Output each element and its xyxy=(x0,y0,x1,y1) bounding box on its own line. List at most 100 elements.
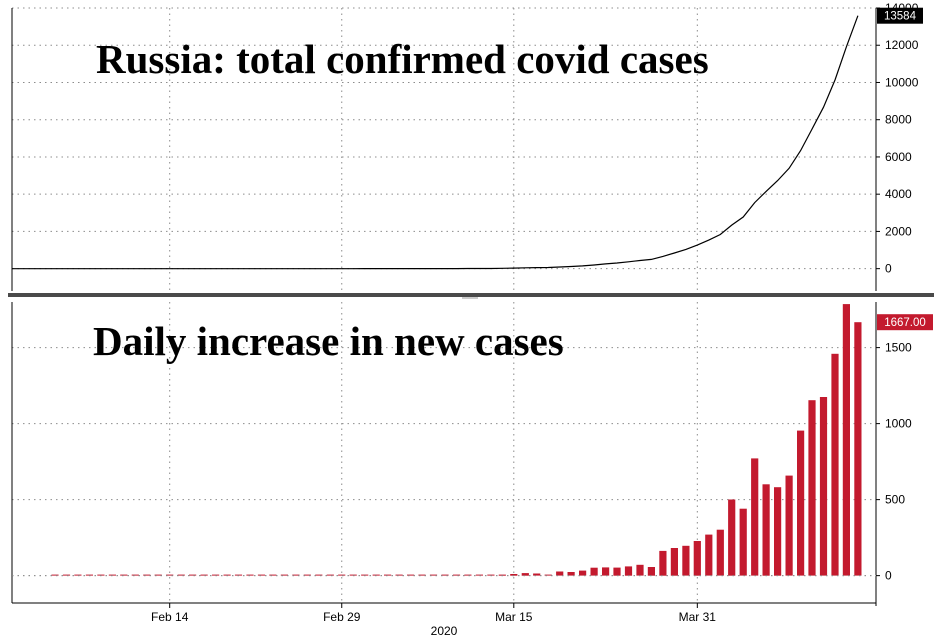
x-tick-label-1: Feb 29 xyxy=(323,610,361,624)
bar-day-4 xyxy=(97,574,105,576)
x-axis-year-label: 2020 xyxy=(431,624,458,638)
top-ytick-label-4: 8000 xyxy=(885,113,912,127)
bar-day-46 xyxy=(579,570,587,576)
bottom-chart-title: Daily increase in new cases xyxy=(93,318,564,364)
bar-day-45 xyxy=(567,572,575,576)
bar-day-53 xyxy=(659,550,667,576)
bar-day-37 xyxy=(475,574,483,576)
top-badge-pointer xyxy=(877,11,881,20)
bar-day-6 xyxy=(120,574,128,576)
bar-day-64 xyxy=(785,475,793,576)
bar-day-65 xyxy=(797,430,805,576)
bar-day-33 xyxy=(429,574,438,576)
top-chart-title: Russia: total confirmed covid cases xyxy=(96,36,709,82)
bar-day-13 xyxy=(200,574,208,576)
daily-bars xyxy=(51,304,862,576)
bar-day-7 xyxy=(131,574,139,576)
bar-day-41 xyxy=(521,573,529,576)
panel-divider-bar[interactable] xyxy=(8,293,934,297)
bar-day-24 xyxy=(326,574,334,576)
bar-day-49 xyxy=(613,567,621,576)
bottom-badge-pointer xyxy=(877,318,881,327)
bar-day-60 xyxy=(739,508,747,576)
bar-day-61 xyxy=(751,458,759,576)
top-ytick-label-2: 4000 xyxy=(885,187,912,201)
bar-day-68 xyxy=(831,353,839,576)
bottom-panel: 0 500 1000 1500 Daily increase in new cases… xyxy=(11,302,933,638)
bar-day-17 xyxy=(246,574,254,576)
bar-day-63 xyxy=(774,487,782,576)
bar-day-14 xyxy=(212,574,220,576)
bar-day-23 xyxy=(315,574,323,576)
top-last-value-label: 13584 xyxy=(884,11,917,23)
x-axis-ticks: Feb 14 Feb 29 Mar 15 Mar 31 xyxy=(151,603,716,624)
bar-day-30 xyxy=(395,574,403,576)
bar-day-54 xyxy=(670,548,678,576)
bottom-ytick-label-0: 0 xyxy=(885,569,892,583)
bottom-ytick-label-1: 500 xyxy=(885,493,905,507)
bar-day-40 xyxy=(510,574,518,576)
bottom-ytick-label-3: 1500 xyxy=(885,341,912,355)
bar-day-66 xyxy=(808,400,816,576)
panel-divider[interactable] xyxy=(8,293,934,299)
bar-day-67 xyxy=(819,397,828,576)
bar-day-44 xyxy=(556,571,564,576)
bar-day-52 xyxy=(647,567,655,576)
bar-day-58 xyxy=(716,529,724,576)
top-ytick-label-6: 12000 xyxy=(885,38,919,52)
bar-day-62 xyxy=(762,484,770,576)
bottom-y-ticks: 0 500 1000 1500 xyxy=(876,341,912,583)
bar-day-15 xyxy=(223,574,231,576)
bar-day-21 xyxy=(292,574,300,576)
bar-day-5 xyxy=(108,574,116,576)
bar-day-48 xyxy=(602,567,610,576)
bar-day-20 xyxy=(280,574,288,576)
bar-day-47 xyxy=(590,567,598,576)
bar-day-18 xyxy=(257,574,266,576)
bar-day-12 xyxy=(189,574,197,576)
bar-day-29 xyxy=(384,574,392,576)
bar-day-31 xyxy=(407,574,415,576)
bar-day-50 xyxy=(624,566,633,576)
bar-day-59 xyxy=(728,499,736,576)
bottom-last-value-badge: 1667.00 xyxy=(877,314,933,331)
bar-day-70 xyxy=(854,322,862,576)
bar-day-16 xyxy=(234,574,243,576)
bar-day-42 xyxy=(533,573,541,576)
bar-day-38 xyxy=(487,574,495,576)
bar-day-3 xyxy=(85,574,93,576)
bar-day-22 xyxy=(303,574,311,576)
bottom-ytick-label-2: 1000 xyxy=(885,417,912,431)
bar-day-11 xyxy=(177,574,185,576)
top-ytick-label-0: 0 xyxy=(885,262,892,276)
bar-day-9 xyxy=(154,574,162,576)
x-tick-label-2: Mar 15 xyxy=(495,610,533,624)
top-last-value-badge-bg xyxy=(877,7,923,24)
bar-day-34 xyxy=(441,574,449,576)
bar-day-56 xyxy=(693,541,701,576)
bar-day-43 xyxy=(544,574,552,576)
bar-day-57 xyxy=(705,534,713,576)
bar-day-25 xyxy=(338,574,346,576)
bar-day-19 xyxy=(269,574,277,576)
bottom-last-value-label: 1667.00 xyxy=(884,317,926,329)
bar-day-10 xyxy=(166,574,174,576)
bottom-last-value-badge-bg xyxy=(877,314,933,331)
bar-day-36 xyxy=(464,574,472,576)
top-ytick-label-5: 10000 xyxy=(885,75,919,89)
bar-day-69 xyxy=(842,304,850,576)
bar-day-32 xyxy=(418,574,426,576)
top-last-value-badge: 13584 xyxy=(877,7,923,24)
bar-day-1 xyxy=(62,574,71,576)
bar-day-8 xyxy=(143,574,151,576)
bar-day-2 xyxy=(74,574,82,576)
bar-day-28 xyxy=(372,574,380,576)
x-tick-label-3: Mar 31 xyxy=(679,610,717,624)
bar-day-27 xyxy=(361,574,369,576)
x-tick-label-0: Feb 14 xyxy=(151,610,189,624)
bar-day-0 xyxy=(51,574,59,576)
bar-day-55 xyxy=(682,545,690,576)
top-y-ticks: 02000400060008000100001200014000 xyxy=(876,1,919,276)
top-panel: 02000400060008000100001200014000 Russia:… xyxy=(11,1,923,291)
